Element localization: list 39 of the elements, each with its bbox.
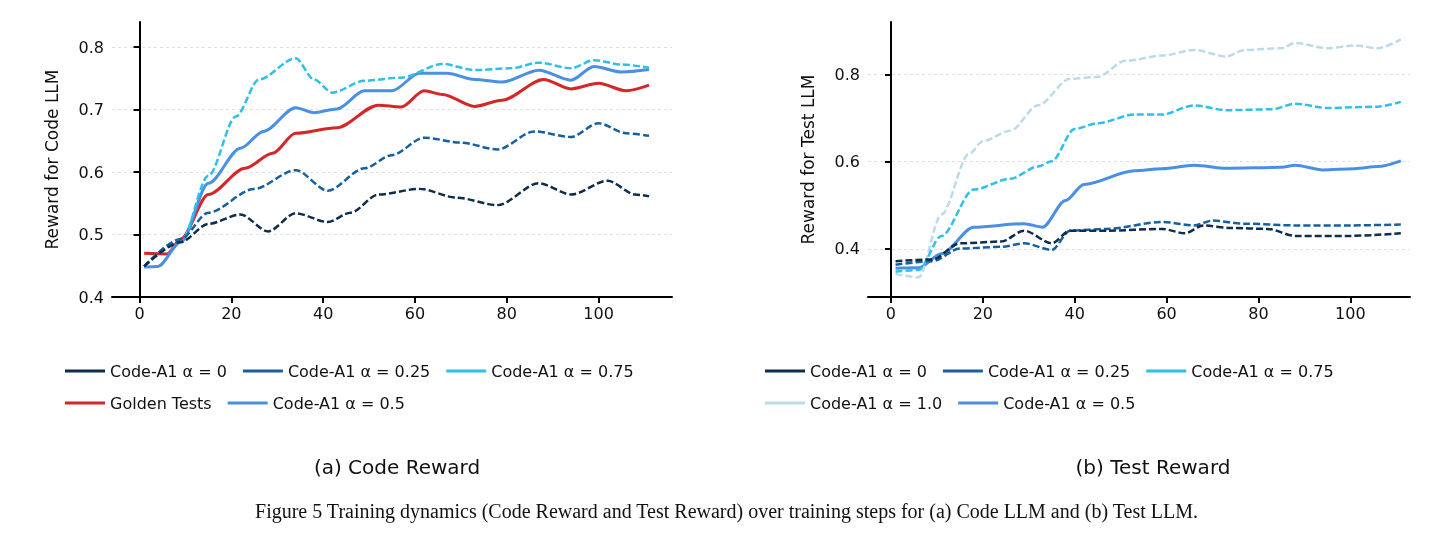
x-tick-label: 80 <box>1248 303 1269 323</box>
line-series <box>142 179 651 268</box>
line-series <box>894 159 1403 270</box>
legend-label: Code-A1 α = 0 <box>810 361 927 381</box>
y-axis-title: Reward for Test LLM <box>797 74 818 245</box>
text: (b) Test Reward <box>1075 455 1231 479</box>
legend-label: Code-A1 α = 0.75 <box>491 361 634 381</box>
legend-label: Code-A1 α = 0.25 <box>987 361 1131 381</box>
x-tick-label: 0 <box>885 303 897 323</box>
legend-label: Code-A1 α = 0.75 <box>1191 361 1334 381</box>
y-tick-label: 0.4 <box>78 287 104 307</box>
line-series <box>894 100 1403 273</box>
x-tick-label: 80 <box>496 303 517 323</box>
x-tick-label: 20 <box>221 303 242 323</box>
x-tick-label: 60 <box>1156 303 1177 323</box>
x-tick-label: 0 <box>134 303 145 323</box>
y-tick-label: 0.5 <box>78 225 104 244</box>
legend-label: Code-A1 α = 1.0 <box>810 393 943 413</box>
x-tick-label: 40 <box>312 303 334 323</box>
y-tick-label: 0.7 <box>78 100 104 119</box>
y-tick-label: 0.6 <box>78 162 104 182</box>
x-tick-label: 40 <box>1064 303 1085 323</box>
legend-label: Code-A1 α = 0.5 <box>272 393 405 413</box>
x-tick-label: 100 <box>1335 303 1366 323</box>
y-tick-label: 0.8 <box>78 37 104 57</box>
text: (a) Code Reward <box>313 455 481 479</box>
x-tick-label: 100 <box>583 303 614 323</box>
legend-label: Code-A1 α = 0.25 <box>287 361 431 381</box>
legend-label: Golden Tests <box>110 393 212 413</box>
x-tick-label: 20 <box>972 303 994 323</box>
y-tick-label: 0.6 <box>834 152 860 172</box>
y-tick-label: 0.8 <box>834 64 860 84</box>
y-axis-title: Reward for Code LLM <box>41 69 62 250</box>
x-tick-label: 60 <box>404 303 426 323</box>
line-series <box>894 38 1403 279</box>
caption: Figure 5 Training dynamics (Code Reward and Test Reward) over training steps for (a) Code LLM and (b) Test LLM. <box>254 500 1199 523</box>
legend-label: Code-A1 α = 0.5 <box>1003 393 1136 413</box>
y-tick-label: 0.4 <box>834 239 860 259</box>
legend-label: Code-A1 α = 0 <box>110 361 227 381</box>
